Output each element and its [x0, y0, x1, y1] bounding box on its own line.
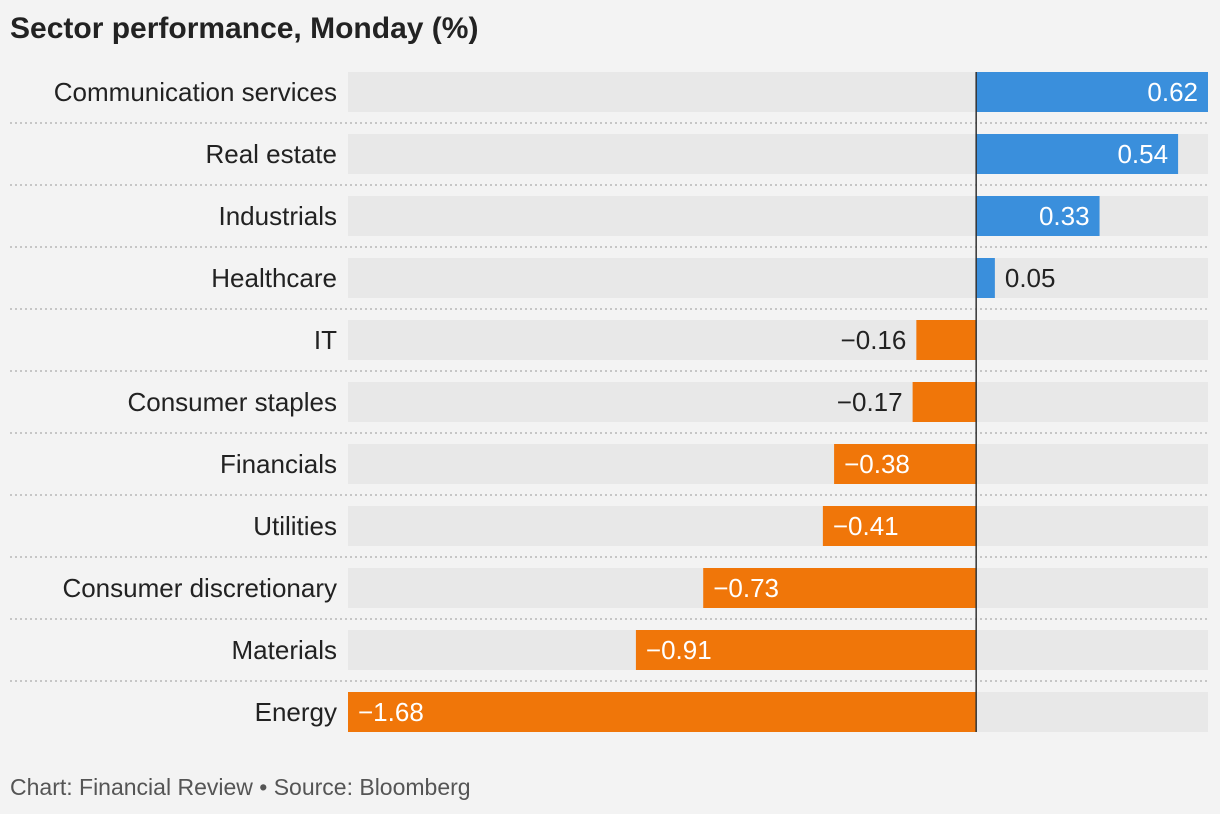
data-label: −0.16 [841, 325, 907, 355]
bar [635, 630, 977, 670]
bar [916, 320, 977, 360]
bar [976, 134, 1179, 174]
category-label: Consumer staples [127, 387, 337, 417]
bar-track [348, 258, 1208, 298]
bar [976, 196, 1100, 236]
category-label: Energy [255, 697, 337, 727]
data-label: −0.73 [713, 573, 779, 603]
category-label: Financials [220, 449, 337, 479]
bar [348, 692, 977, 732]
bar [703, 568, 977, 608]
bar [976, 72, 1208, 112]
data-label: −0.38 [844, 449, 910, 479]
data-label: −0.41 [833, 511, 899, 541]
category-label: Industrials [219, 201, 338, 231]
bar-track [348, 320, 1208, 360]
chart-title: Sector performance, Monday (%) [10, 12, 479, 45]
bar-track [348, 444, 1208, 484]
bar [976, 258, 995, 298]
category-label: Utilities [253, 511, 337, 541]
category-label: Consumer discretionary [62, 573, 337, 603]
data-label: −0.17 [837, 387, 903, 417]
data-label: 0.33 [1039, 201, 1090, 231]
chart-source-footer: Chart: Financial Review • Source: Bloomb… [10, 774, 471, 800]
bar-track [348, 506, 1208, 546]
bar [912, 382, 977, 422]
category-label: Materials [232, 635, 337, 665]
bar-track [348, 382, 1208, 422]
data-label: 0.54 [1117, 139, 1168, 169]
category-label: Healthcare [211, 263, 337, 293]
bar [822, 506, 977, 546]
bar [834, 444, 977, 484]
category-label: Real estate [205, 139, 337, 169]
data-label: 0.62 [1147, 77, 1198, 107]
category-label: Communication services [54, 77, 337, 107]
category-label: IT [314, 325, 337, 355]
data-label: −0.91 [646, 635, 712, 665]
data-label: 0.05 [1005, 263, 1056, 293]
data-label: −1.68 [358, 697, 424, 727]
